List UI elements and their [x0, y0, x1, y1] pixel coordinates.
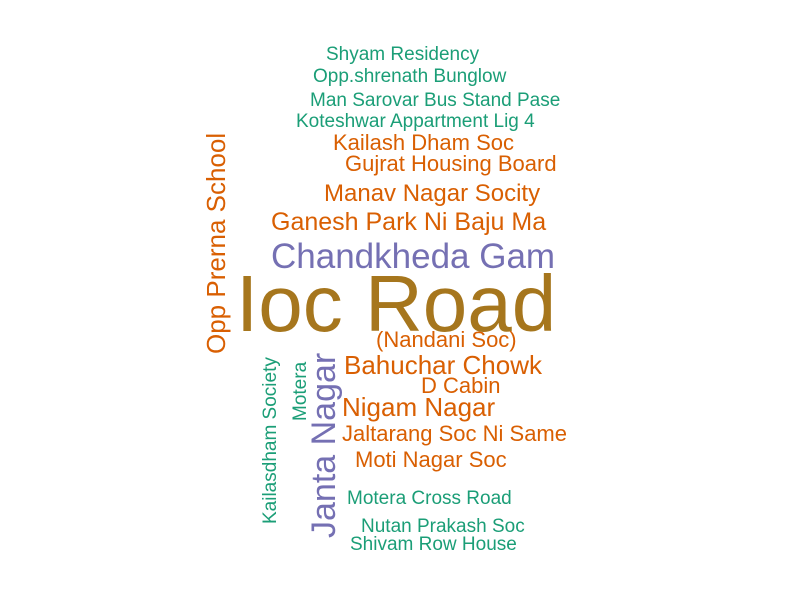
word-man-sarovar-bus-stand-pase: Man Sarovar Bus Stand Pase [310, 90, 561, 111]
word-shyam-residency: Shyam Residency [326, 44, 480, 65]
word-janta-nagar: Janta Nagar [305, 352, 343, 538]
word-nigam-nagar: Nigam Nagar [342, 392, 496, 422]
word-bahuchar-chowk: Bahuchar Chowk [344, 350, 542, 380]
word-d-cabin: D Cabin [421, 373, 501, 398]
word-ioc-road: Ioc Road [236, 259, 557, 348]
word-gujrat-housing-board: Gujrat Housing Board [345, 151, 557, 176]
word-opp-shrenath-bunglow: Opp.shrenath Bunglow [313, 66, 507, 87]
word-opp-prerna-school: Opp Prerna School [201, 132, 231, 354]
word-motera-cross-road: Motera Cross Road [347, 488, 512, 509]
word-chandkheda-gam: Chandkheda Gam [271, 237, 556, 276]
word-kailash-dham-soc: Kailash Dham Soc [333, 130, 514, 155]
word-nutan-prakash-soc: Nutan Prakash Soc [361, 516, 525, 537]
word-jaltarang-soc-ni-same: Jaltarang Soc Ni Same [342, 421, 567, 446]
word-manav-nagar-socity: Manav Nagar Socity [324, 180, 541, 207]
word-moti-nagar-soc: Moti Nagar Soc [355, 447, 507, 472]
word-koteshwar-appartment-lig-4: Koteshwar Appartment Lig 4 [296, 111, 535, 132]
word-nandani-soc: (Nandani Soc) [376, 327, 517, 352]
word-kailasdham-society: Kailasdham Society [260, 357, 281, 524]
word-shivam-row-house: Shivam Row House [350, 534, 517, 555]
word-ganesh-park-ni-baju-ma: Ganesh Park Ni Baju Ma [271, 208, 547, 236]
